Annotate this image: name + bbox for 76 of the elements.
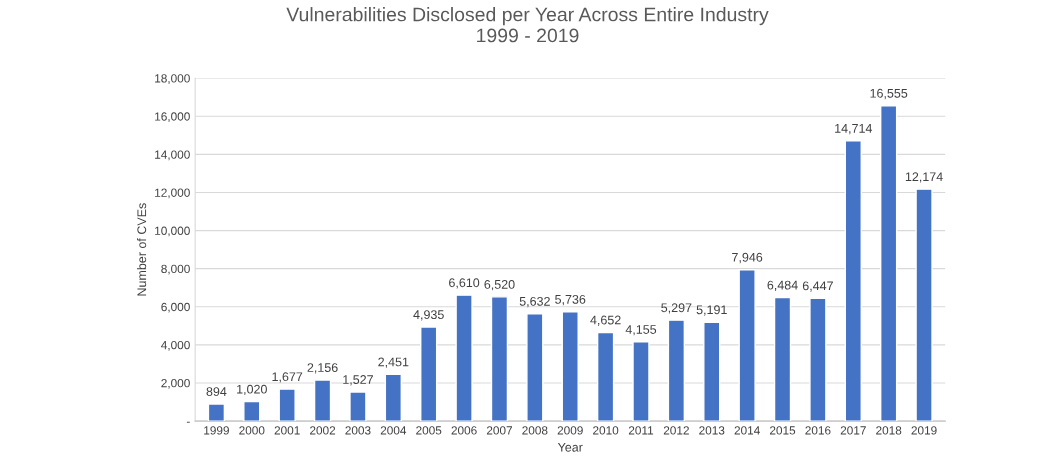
y-tick-label: 2,000 xyxy=(161,379,190,389)
x-tick-label: 2001 xyxy=(274,426,300,435)
x-tick-label: 2004 xyxy=(380,426,407,435)
x-tick-label: 2006 xyxy=(451,426,477,435)
bar xyxy=(384,373,402,422)
data-label: 7,946 xyxy=(732,252,763,264)
x-tick-label: 2007 xyxy=(486,426,512,435)
x-tick-label: 2005 xyxy=(416,426,442,435)
data-label: 1,677 xyxy=(272,372,303,383)
data-label: 5,297 xyxy=(661,303,692,314)
x-tick-label: 2015 xyxy=(769,426,796,435)
data-label: 894 xyxy=(206,387,227,397)
x-tick-label: 2019 xyxy=(911,426,937,435)
data-label: 1,527 xyxy=(343,375,373,386)
bar xyxy=(420,326,438,422)
data-label: 12,174 xyxy=(905,172,943,183)
data-label: 6,484 xyxy=(767,280,798,292)
y-tick-label: 18,000 xyxy=(155,74,190,84)
x-tick-label: 1999 xyxy=(204,426,229,435)
data-label: 6,610 xyxy=(449,278,480,289)
x-tick-label: 2014 xyxy=(734,426,760,435)
bar xyxy=(667,319,686,422)
y-tick-label: 8,000 xyxy=(161,264,190,275)
data-label: 14,714 xyxy=(835,124,873,135)
bar xyxy=(773,296,792,422)
y-axis-title: Number of CVEs xyxy=(137,203,147,296)
y-tick-label: 12,000 xyxy=(155,188,190,199)
data-label: 5,632 xyxy=(519,296,550,308)
bar xyxy=(278,388,296,422)
x-tick-label: 2000 xyxy=(239,426,265,435)
bar xyxy=(349,391,367,422)
bar xyxy=(490,296,509,422)
bar xyxy=(844,140,862,422)
data-label: 4,935 xyxy=(413,310,444,321)
y-tick-label: 16,000 xyxy=(155,112,190,123)
bar xyxy=(207,403,226,422)
x-tick-label: 2011 xyxy=(628,426,654,435)
data-label: 5,736 xyxy=(555,294,586,306)
data-label: 2,156 xyxy=(307,363,338,374)
data-label: 6,520 xyxy=(484,279,515,291)
bar xyxy=(596,331,615,422)
bar xyxy=(561,311,579,422)
data-label: 1,020 xyxy=(237,384,267,396)
data-label: 4,155 xyxy=(625,325,657,336)
x-tick-label: 2016 xyxy=(805,426,831,435)
data-label: 2,451 xyxy=(378,357,409,368)
y-tick-label: 14,000 xyxy=(155,150,190,161)
x-tick-label: 2010 xyxy=(593,426,619,435)
x-tick-label: 2013 xyxy=(699,426,725,435)
x-tick-label: 2008 xyxy=(522,426,548,435)
chart-title: Vulnerabilities Disclosed per Year Across Entire Industry 1999 - 2019 xyxy=(286,7,769,43)
bar xyxy=(703,321,721,422)
y-tick-label: 6,000 xyxy=(161,302,190,313)
bar xyxy=(809,297,827,422)
y-tick-label: 10,000 xyxy=(155,226,190,237)
bar xyxy=(738,269,756,422)
data-label: 16,555 xyxy=(870,88,908,100)
x-tick-label: 2003 xyxy=(345,426,371,435)
x-tick-label: 2017 xyxy=(840,426,866,435)
data-label: 5,191 xyxy=(696,305,727,316)
x-axis-title: Year xyxy=(557,442,583,452)
bar xyxy=(313,379,332,422)
y-tick-label: 4,000 xyxy=(161,340,190,351)
x-tick-label: 2012 xyxy=(663,426,689,435)
bar xyxy=(455,294,473,422)
bar xyxy=(632,341,650,422)
y-tick-label: - xyxy=(186,421,190,423)
x-tick-label: 2002 xyxy=(310,426,336,435)
data-label: 4,652 xyxy=(590,315,621,326)
x-tick-label: 2018 xyxy=(876,426,902,435)
bar xyxy=(880,105,898,422)
bar xyxy=(526,313,544,422)
data-label: 6,447 xyxy=(802,281,833,292)
bar xyxy=(243,400,261,422)
x-tick-label: 2009 xyxy=(557,426,583,435)
bar xyxy=(915,188,933,422)
